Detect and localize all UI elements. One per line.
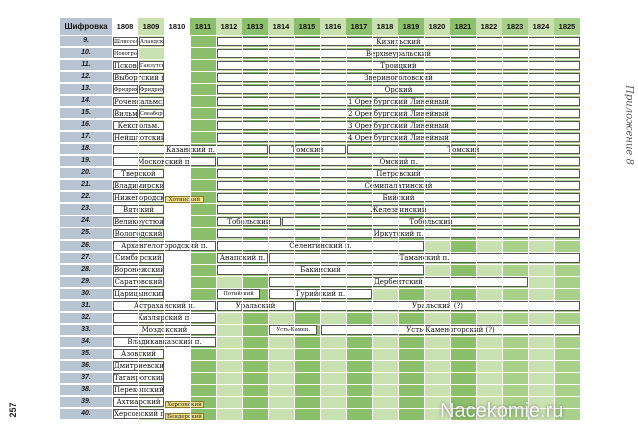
row-code: 14. — [60, 96, 112, 107]
column-separator — [450, 35, 451, 420]
row-code: 12. — [60, 72, 112, 83]
year-header: 1817 — [346, 18, 372, 35]
row-code: 39. — [60, 396, 112, 407]
year-header: 1822 — [476, 18, 502, 35]
row-code: 20. — [60, 168, 112, 179]
regiment-bar: Шлиссельбург. — [113, 36, 138, 47]
column-separator — [580, 35, 581, 420]
column-separator — [502, 35, 503, 420]
regiment-bar: Уральский — [217, 301, 294, 311]
year-header: 1811 — [190, 18, 216, 35]
row-code: 24. — [60, 216, 112, 227]
column-separator — [138, 35, 139, 420]
row-code: 38. — [60, 384, 112, 395]
row-code: 17. — [60, 132, 112, 143]
row-code: 29. — [60, 276, 112, 287]
column-separator — [190, 35, 191, 420]
appendix-title-text: Приложение 8 — [623, 85, 635, 165]
row-code: 32. — [60, 312, 112, 323]
row-code: 30. — [60, 288, 112, 299]
row-code: 26. — [60, 240, 112, 251]
year-header: 1825 — [554, 18, 580, 35]
year-header: 1824 — [528, 18, 554, 35]
year-header: 1813 — [242, 18, 268, 35]
row-code: 18. — [60, 144, 112, 155]
row-code: 25. — [60, 228, 112, 239]
row-code: 33. — [60, 324, 112, 335]
row-code: 27. — [60, 252, 112, 263]
regiment-bar: Свеаборг. п. — [139, 108, 164, 119]
row-code: 34. — [60, 336, 112, 347]
row-code: 11. — [60, 60, 112, 71]
rename-flag: Бендерский — [165, 412, 204, 420]
regiment-bar: Вильманстр. — [113, 108, 138, 119]
column-separator — [112, 35, 113, 420]
column-separator — [242, 35, 243, 420]
year-header: 1823 — [502, 18, 528, 35]
watermark: Nacekomie.ru — [440, 400, 564, 422]
year-header: 1818 — [372, 18, 398, 35]
row-code: 15. — [60, 108, 112, 119]
row-code: 40. — [60, 408, 112, 420]
column-separator — [372, 35, 373, 420]
column-separator — [346, 35, 347, 420]
regiment-bar: Томский — [269, 144, 346, 155]
row-code: 35. — [60, 348, 112, 359]
row-code: 10. — [60, 48, 112, 59]
regiment-bar: Потийский — [217, 289, 261, 299]
appendix-title: Приложение 8 — [622, 60, 636, 190]
year-header: 1820 — [424, 18, 450, 35]
column-separator — [554, 35, 555, 420]
year-header: 1809 — [138, 18, 164, 35]
regiment-bar: Аландск. п. — [139, 36, 164, 47]
year-header: 1821 — [450, 18, 476, 35]
row-code: 16. — [60, 120, 112, 131]
year-header: 1815 — [294, 18, 320, 35]
regiment-bar: Ганзутск. — [139, 60, 164, 71]
regiment-bar: Тобольский — [217, 216, 281, 227]
regiment-bar: Фридрихсг. п. — [113, 84, 138, 95]
regiment-bar: Томский — [347, 144, 580, 155]
regiment-bar: Тобольский — [282, 216, 580, 227]
column-separator — [398, 35, 399, 420]
year-header: 1814 — [268, 18, 294, 35]
column-separator — [424, 35, 425, 420]
regiment-bar: Новогродский — [113, 48, 138, 59]
column-separator — [164, 35, 165, 420]
page-number-text: 257 — [8, 402, 18, 418]
row-code: 21. — [60, 180, 112, 191]
row-code: 9. — [60, 36, 112, 47]
row-code: 22. — [60, 192, 112, 203]
garrison-table: Шифровка 1808 1809 1810 1811 1812 1813 1814 1815… — [60, 18, 581, 420]
regiment-bar: Фридрих. — [139, 84, 164, 95]
row-code: 37. — [60, 372, 112, 383]
year-header: 1808 — [112, 18, 138, 35]
regiment-bar: Уральский (?) — [295, 301, 580, 311]
year-header: 1819 — [398, 18, 424, 35]
rename-flag: Херсонский — [165, 400, 204, 408]
row-code: 23. — [60, 204, 112, 215]
row-code: 31. — [60, 300, 112, 311]
column-separator — [216, 35, 217, 420]
year-header: 1810 — [164, 18, 190, 35]
column-separator — [528, 35, 529, 420]
row-code: 13. — [60, 84, 112, 95]
column-separator — [268, 35, 269, 420]
column-separator — [294, 35, 295, 420]
year-header: 1816 — [320, 18, 346, 35]
rename-flag: Хотинский — [165, 196, 204, 204]
regiment-bar: Усть-Камен. — [269, 325, 318, 335]
page-number: 257 — [6, 395, 20, 425]
cipher-header: Шифровка — [60, 18, 112, 35]
regiment-bar: Псковский — [113, 60, 138, 71]
year-header: 1812 — [216, 18, 242, 35]
column-separator — [476, 35, 477, 420]
column-separator — [320, 35, 321, 420]
row-code: 36. — [60, 360, 112, 371]
row-code: 19. — [60, 156, 112, 167]
row-code: 28. — [60, 264, 112, 275]
